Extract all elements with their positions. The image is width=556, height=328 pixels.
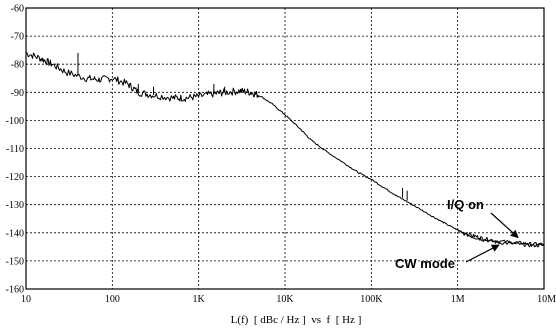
y-tick-label: -150 <box>6 256 24 267</box>
series-iq-on <box>457 230 545 248</box>
y-tick-label: -130 <box>6 200 24 211</box>
spur-spikes <box>77 52 408 201</box>
y-tick-labels: -60 -70 -80 -90 -100 -110 -120 -130 -140 -150 -160 <box>6 4 24 296</box>
y-tick-label: -120 <box>6 172 24 183</box>
x-tick-label: 100K <box>360 294 383 305</box>
x-tick-label: 10 <box>21 294 31 305</box>
y-tick-label: -140 <box>6 228 24 239</box>
annotation-iq-on: I/Q on <box>447 197 484 212</box>
y-tick-label: -90 <box>11 88 24 99</box>
grid-lines <box>26 8 544 289</box>
x-tick-label: 1K <box>193 294 206 305</box>
annotations: I/Q on CW mode <box>395 197 519 271</box>
x-tick-label: 10K <box>276 294 294 305</box>
plot-frame <box>25 7 545 290</box>
x-tick-label: 1M <box>451 294 465 305</box>
annotation-cw-mode: CW mode <box>395 256 455 271</box>
y-tick-label: -70 <box>11 32 24 43</box>
annotation-arrow <box>490 212 519 239</box>
noise-curves <box>25 52 545 248</box>
x-tick-label: 100 <box>105 294 120 305</box>
y-tick-label: -60 <box>11 4 24 15</box>
y-tick-label: -80 <box>11 60 24 71</box>
x-axis-label: L(f) [ dBc / Hz ] vs f [ Hz ] <box>231 314 362 326</box>
annotation-arrow <box>465 244 500 263</box>
x-tick-label: 10M <box>537 294 556 305</box>
x-tick-labels: 10 100 1K 10K 100K 1M 10M <box>21 294 556 305</box>
series-cw-mode <box>25 52 545 247</box>
y-tick-label: -110 <box>6 144 24 155</box>
y-tick-label: -100 <box>6 116 24 127</box>
y-tick-label: -160 <box>6 285 24 296</box>
